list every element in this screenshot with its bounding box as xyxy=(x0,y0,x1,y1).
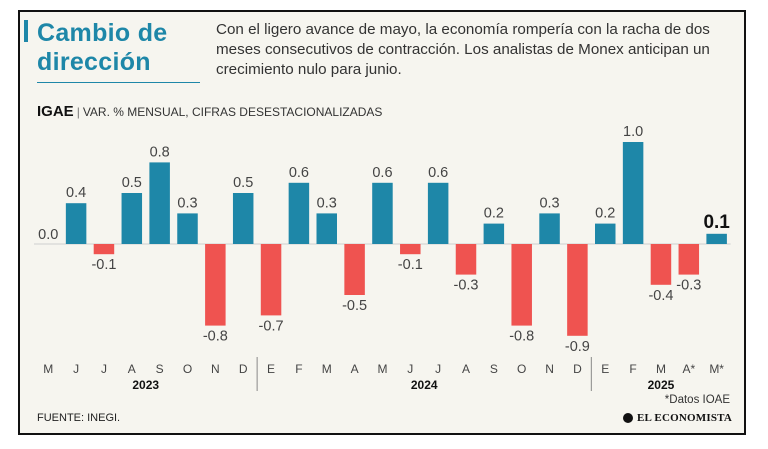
title-accent-bar xyxy=(24,20,28,42)
year-label-2024: 2024 xyxy=(411,378,438,392)
data-label-20: 0.2 xyxy=(595,206,615,222)
data-label-16: 0.2 xyxy=(484,206,504,222)
bar-16 xyxy=(483,223,505,244)
footnote: *Datos IOAE xyxy=(664,394,730,406)
series-separator: | xyxy=(76,105,80,119)
x-tick-label-7: D xyxy=(239,362,248,376)
data-label-12: 0.6 xyxy=(372,165,392,181)
x-tick-label-16: S xyxy=(490,362,498,376)
x-tick-label-4: S xyxy=(156,362,164,376)
bar-20 xyxy=(595,223,616,244)
bar-5 xyxy=(177,213,198,244)
data-label-9: 0.6 xyxy=(289,165,309,181)
x-tick-label-14: J xyxy=(435,362,441,376)
bar-15 xyxy=(455,244,477,275)
bar-7 xyxy=(232,193,254,244)
x-tick-label-19: D xyxy=(573,362,582,376)
data-label-22: -0.4 xyxy=(648,288,673,304)
bar-1 xyxy=(65,203,87,244)
data-label-23: -0.3 xyxy=(676,278,701,294)
chart-title: Cambio de dirección xyxy=(37,19,168,76)
data-label-0: 0.0 xyxy=(38,227,58,243)
data-label-19: -0.9 xyxy=(565,339,590,355)
bar-14 xyxy=(427,182,449,244)
data-label-8: -0.7 xyxy=(259,318,284,334)
x-tick-label-6: N xyxy=(211,362,220,376)
bar-8 xyxy=(260,244,282,316)
data-label-11: -0.5 xyxy=(342,298,367,314)
data-label-15: -0.3 xyxy=(454,278,479,294)
x-tick-label-18: N xyxy=(545,362,554,376)
bar-3 xyxy=(121,193,143,244)
x-tick-label-13: J xyxy=(407,362,413,376)
data-label-3: 0.5 xyxy=(122,175,142,191)
bar-17 xyxy=(511,244,532,326)
data-label-7: 0.5 xyxy=(233,175,253,191)
data-label-6: -0.8 xyxy=(203,329,228,345)
brand-logo-icon xyxy=(623,413,633,423)
x-tick-label-17: O xyxy=(517,362,526,376)
series-description: VAR. % MENSUAL, CIFRAS DESESTACIONALIZAD… xyxy=(82,105,383,119)
bar-11 xyxy=(344,244,365,295)
title-underline xyxy=(37,82,200,83)
bar-21 xyxy=(622,142,644,244)
data-label-14: 0.6 xyxy=(428,165,448,181)
chart-subtitle: Con el ligero avance de mayo, la economí… xyxy=(216,21,710,78)
x-tick-label-2: J xyxy=(101,362,107,376)
x-tick-label-5: O xyxy=(183,362,192,376)
data-label-21: 1.0 xyxy=(623,124,643,140)
data-label-18: 0.3 xyxy=(539,195,559,211)
x-tick-label-15: A xyxy=(462,362,470,376)
brand-name: EL ECONOMISTA xyxy=(637,412,732,424)
data-label-1: 0.4 xyxy=(66,185,86,201)
x-tick-label-23: A* xyxy=(682,362,695,376)
x-tick-label-24: M* xyxy=(709,362,724,376)
data-label-10: 0.3 xyxy=(317,195,337,211)
data-label-13: -0.1 xyxy=(398,257,423,273)
data-label-4: 0.8 xyxy=(150,144,170,160)
series-name: IGAE xyxy=(37,103,74,120)
source-note: FUENTE: INEGI. xyxy=(37,412,121,424)
series-label: IGAE | VAR. % MENSUAL, CIFRAS DESESTACIONA… xyxy=(37,103,382,120)
bar-10 xyxy=(316,213,337,244)
x-tick-label-22: M xyxy=(656,362,666,376)
x-tick-label-9: F xyxy=(295,362,302,376)
x-tick-label-10: M xyxy=(322,362,332,376)
bar-4 xyxy=(149,162,170,244)
x-tick-label-11: A xyxy=(351,362,359,376)
bar-23 xyxy=(678,244,700,275)
x-tick-label-8: E xyxy=(267,362,275,376)
bar-22 xyxy=(650,244,672,285)
bar-18 xyxy=(539,213,560,244)
year-label-2025: 2025 xyxy=(648,378,675,392)
data-label-17: -0.8 xyxy=(509,329,534,345)
bar-6 xyxy=(205,244,226,326)
data-label-2: -0.1 xyxy=(91,257,116,273)
x-tick-label-3: A xyxy=(128,362,136,376)
data-label-5: 0.3 xyxy=(177,195,197,211)
data-label-24: 0.1 xyxy=(703,212,730,233)
bar-13 xyxy=(400,244,421,255)
bar-19 xyxy=(567,244,588,336)
bar-24 xyxy=(706,233,727,244)
x-tick-label-1: J xyxy=(73,362,79,376)
brand-logo: EL ECONOMISTA xyxy=(623,412,732,424)
year-label-2023: 2023 xyxy=(132,378,159,392)
x-tick-label-21: F xyxy=(629,362,636,376)
x-tick-label-20: E xyxy=(601,362,609,376)
x-tick-label-0: M xyxy=(43,362,53,376)
bar-9 xyxy=(288,182,310,244)
bar-2 xyxy=(93,244,115,255)
x-tick-label-12: M xyxy=(377,362,387,376)
bar-12 xyxy=(372,182,393,244)
